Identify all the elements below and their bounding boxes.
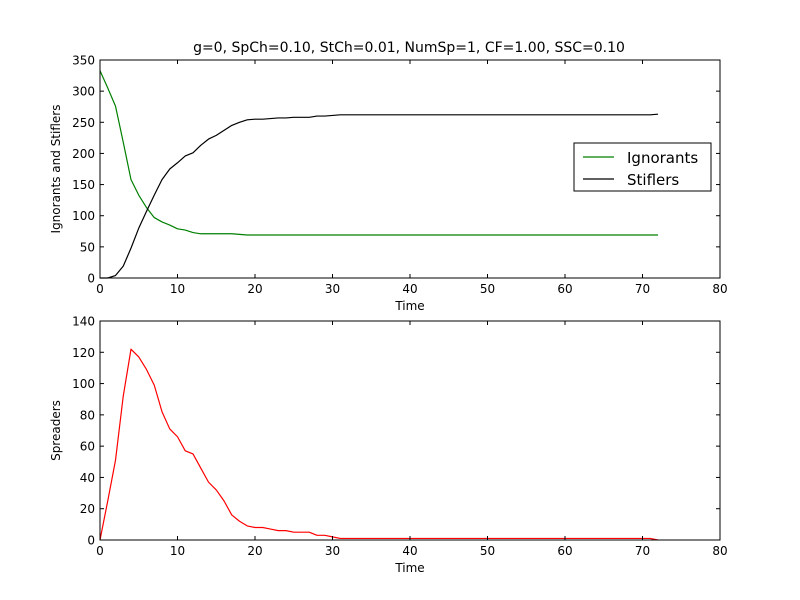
top-plot: 0 10 20 30 40 50 60 70 80 0 50 100 150 200 250 300 350 Ti… (49, 54, 728, 314)
y-tick-label: 20 (80, 502, 95, 516)
y-tick-label: 250 (72, 116, 95, 130)
chart-title: g=0, SpCh=0.10, StCh=0.01, NumSp=1, CF=1… (193, 40, 625, 56)
legend-box (573, 142, 712, 192)
y-axis-label: Spreaders (49, 400, 63, 461)
y-tick-label: 100 (72, 377, 95, 391)
y-tick-label: 300 (72, 85, 95, 99)
y-tick-label: 80 (80, 408, 95, 422)
y-tick-label: 40 (80, 471, 95, 485)
x-tick-label: 10 (170, 544, 185, 558)
bottom-plot: 0 10 20 30 40 50 60 70 80 0 20 40 60 80 100 120 140 Time S… (49, 315, 728, 576)
y-tick-label: 0 (87, 534, 95, 548)
y-tick-label: 120 (72, 346, 95, 360)
x-axis-label: Time (394, 561, 424, 575)
x-tick-label: 40 (402, 282, 417, 296)
x-tick-label: 0 (96, 282, 104, 296)
y-tick-label: 200 (72, 147, 95, 161)
y-tick-label: 100 (72, 209, 95, 223)
x-tick-label: 30 (325, 282, 340, 296)
x-tick-label: 20 (247, 282, 262, 296)
x-tick-label: 80 (712, 544, 727, 558)
stiflers-line (100, 113, 659, 279)
ignorants-line (99, 70, 658, 236)
x-tick-label: 0 (96, 544, 104, 558)
y-tick-label: 140 (72, 315, 95, 329)
spreaders-line (99, 348, 659, 541)
x-tick-label: 20 (247, 544, 262, 558)
x-tick-label: 60 (557, 544, 572, 558)
legend: Ignorants Stiflers (573, 142, 712, 192)
y-tick-label: 50 (80, 240, 95, 254)
legend-label-stiflers: Stiflers (627, 171, 679, 189)
y-tick-label: 150 (72, 178, 95, 192)
x-tick-label: 30 (325, 544, 340, 558)
y-tick-label: 350 (72, 54, 95, 68)
x-tick-label: 60 (557, 282, 572, 296)
y-tick-label: 60 (80, 440, 95, 454)
x-tick-label: 40 (402, 544, 417, 558)
x-tick-label: 50 (480, 282, 495, 296)
x-tick-label: 70 (635, 544, 650, 558)
x-axis-label: Time (394, 299, 424, 313)
y-axis-label: Ignorants and Stiflers (49, 105, 63, 234)
legend-label-ignorants: Ignorants (627, 149, 698, 167)
x-tick-label: 10 (170, 282, 185, 296)
x-tick-label: 70 (635, 282, 650, 296)
y-tick-label: 0 (87, 272, 95, 286)
x-tick-label: 50 (480, 544, 495, 558)
axes-frame (99, 320, 721, 541)
x-tick-label: 80 (712, 282, 727, 296)
